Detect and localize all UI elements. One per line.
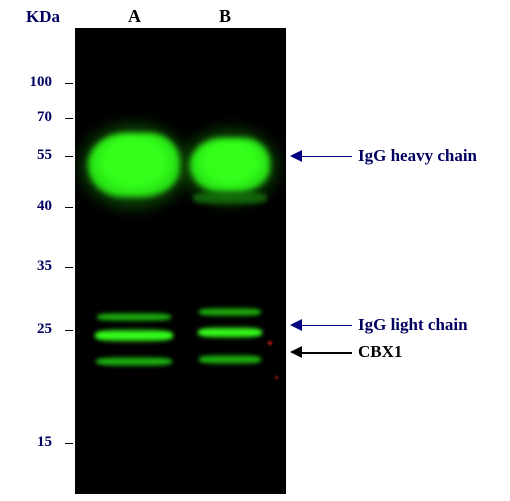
blot-band bbox=[88, 133, 180, 197]
ladder-tick-label: 25 bbox=[18, 321, 52, 338]
lane-label: A bbox=[128, 6, 141, 27]
ladder-tick-label: 70 bbox=[18, 109, 52, 126]
ladder-tick-mark bbox=[65, 118, 73, 119]
blot-band bbox=[96, 356, 172, 367]
arrow-icon bbox=[290, 342, 352, 362]
arrow-icon bbox=[290, 146, 352, 166]
ladder-tick-mark bbox=[65, 207, 73, 208]
lane-label: B bbox=[219, 6, 231, 27]
band-annotation-label: IgG light chain bbox=[358, 315, 468, 335]
ladder-tick-mark bbox=[65, 443, 73, 444]
ladder-tick-label: 35 bbox=[18, 258, 52, 275]
ladder-tick-label: 15 bbox=[18, 434, 52, 451]
noise-dot bbox=[275, 376, 278, 379]
noise-dot bbox=[268, 341, 272, 345]
blot-membrane-image bbox=[75, 28, 286, 494]
kda-header: KDa bbox=[26, 7, 60, 27]
ladder-tick-label: 55 bbox=[18, 147, 52, 164]
ladder-tick-mark bbox=[65, 83, 73, 84]
western-blot-figure: KDa A B 100 70 55 40 35 25 15 IgG heavy chain Ig… bbox=[0, 0, 510, 501]
ladder-tick-mark bbox=[65, 330, 73, 331]
blot-band bbox=[95, 328, 172, 343]
blot-band bbox=[193, 190, 267, 206]
blot-band bbox=[198, 326, 262, 339]
ladder-tick-mark bbox=[65, 267, 73, 268]
arrow-icon bbox=[290, 315, 352, 335]
ladder-tick-label: 100 bbox=[18, 74, 52, 91]
ladder-tick-mark bbox=[65, 156, 73, 157]
blot-band bbox=[190, 138, 270, 192]
blot-band bbox=[199, 354, 261, 365]
band-annotation-label: CBX1 bbox=[358, 342, 402, 362]
band-annotation-label: IgG heavy chain bbox=[358, 146, 477, 166]
ladder-tick-label: 40 bbox=[18, 198, 52, 215]
blot-band bbox=[97, 312, 171, 322]
blot-band bbox=[199, 307, 261, 317]
